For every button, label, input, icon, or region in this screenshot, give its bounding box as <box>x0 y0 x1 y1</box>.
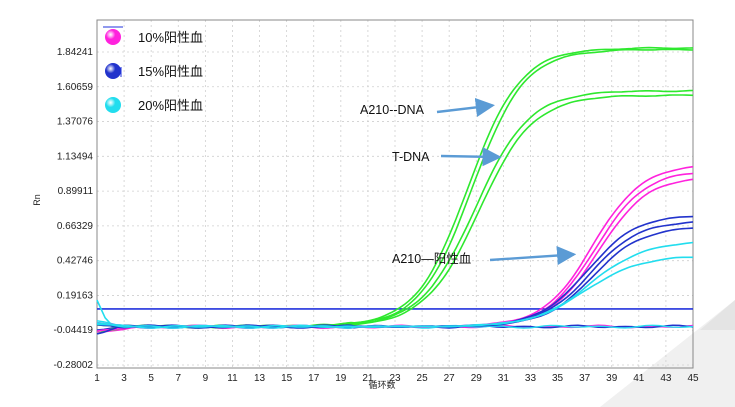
y-tick-label: 0.19163 <box>57 290 94 301</box>
annotation-arrow <box>436 97 495 117</box>
x-tick-label: 5 <box>148 373 154 384</box>
annotation-label: A210--DNA <box>360 103 425 117</box>
x-tick-label: 39 <box>606 373 618 384</box>
x-axis-label: 循环数 <box>368 379 395 390</box>
x-tick-label: 21 <box>362 373 374 384</box>
x-tick-label: 3 <box>121 373 127 384</box>
y-tick-label: 0.66329 <box>57 221 94 232</box>
x-tick-label: 9 <box>203 373 209 384</box>
x-tick-label: 29 <box>471 373 483 384</box>
series-line <box>96 256 693 329</box>
annotation-arrow <box>489 245 577 266</box>
annotation-label: T-DNA <box>392 150 430 164</box>
y-tick-label: -0.28002 <box>54 360 94 371</box>
legend-label: 20%阳性血 <box>138 98 203 113</box>
series-layer <box>96 46 694 335</box>
x-tick-label: 41 <box>633 373 645 384</box>
plot-frame <box>96 19 694 369</box>
legend-label: 15%阳性血 <box>138 64 203 79</box>
legend: 10%阳性血 15%阳性血 20%阳性血 <box>103 26 203 113</box>
x-tick-label: 17 <box>308 373 320 384</box>
annotation-arrow <box>440 147 502 167</box>
x-tick-label: 45 <box>687 373 699 384</box>
x-tick-label: 13 <box>254 373 266 384</box>
y-axis-label: Rn <box>32 194 42 206</box>
x-tick-label: 31 <box>498 373 510 384</box>
x-tick-label: 7 <box>175 373 181 384</box>
x-tick-label: 1 <box>94 373 100 384</box>
x-tick-label: 33 <box>525 373 537 384</box>
plot-border <box>96 19 694 369</box>
y-tick-label: 1.37076 <box>57 117 94 128</box>
x-tick-label: 23 <box>389 373 401 384</box>
y-tick-label: 0.89911 <box>58 186 94 197</box>
annotation-label: A210—阳性血 <box>392 252 471 266</box>
legend-swatch-icon <box>105 63 121 79</box>
y-tick-label: 1.84241 <box>57 47 94 58</box>
x-tick-label: 19 <box>335 373 347 384</box>
annotations: A210--DNA T-DNA A210—阳性血 <box>360 97 577 266</box>
x-tick-label: 35 <box>552 373 564 384</box>
x-tick-label: 25 <box>417 373 429 384</box>
legend-swatch-icon <box>105 97 121 113</box>
x-tick-label: 43 <box>660 373 672 384</box>
x-tick-label: 11 <box>227 373 238 384</box>
legend-label: 10%阳性血 <box>138 30 203 45</box>
x-tick-label: 37 <box>579 373 591 384</box>
y-tick-label: -0.04419 <box>54 325 94 336</box>
y-tick-label: 1.13494 <box>57 151 94 162</box>
y-tick-label: 1.60659 <box>57 82 94 93</box>
x-tick-label: 15 <box>281 373 293 384</box>
legend-swatch-icon <box>105 29 121 45</box>
x-tick-label: 27 <box>444 373 456 384</box>
cyan-start-spike <box>96 299 114 328</box>
y-axis-ticks: 1.84241 1.60659 1.37076 1.13494 0.89911 0.663… <box>54 47 94 371</box>
x-axis-ticks: 1 3 5 7 9 11 13 15 17 19 21 23 25 27 29 31 33 35 37 39 41 43 4… <box>94 373 699 384</box>
y-tick-label: 0.42746 <box>57 256 94 267</box>
